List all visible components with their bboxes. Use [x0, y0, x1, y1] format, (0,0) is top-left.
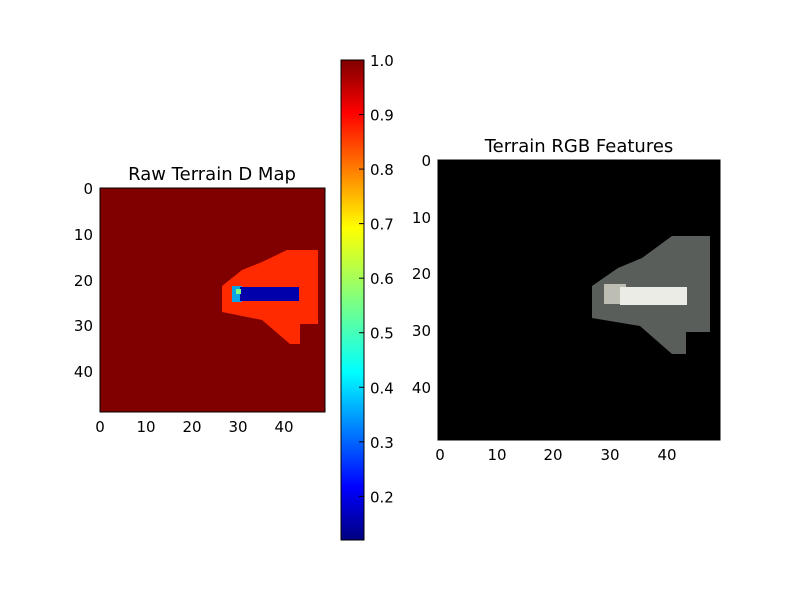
rgb-ytick-40: 40	[412, 379, 431, 397]
rgb-ytick-10: 10	[412, 209, 431, 227]
raw-ytick-30: 30	[74, 317, 93, 335]
colorbar-ticks: 0.2 0.3 0.4 0.5 0.6 0.7 0.8 0.9 1.0	[359, 52, 394, 506]
rgb-ytick-0: 0	[421, 152, 431, 170]
rgb-ytick-20: 20	[412, 265, 431, 283]
raw-ytick-20: 20	[74, 272, 93, 290]
rgb-map-xticks: 0 10 20 30 40	[435, 446, 676, 464]
raw-xtick-0: 0	[95, 418, 105, 436]
rgb-xtick-40: 40	[657, 446, 676, 464]
colorbar-tick-label: 0.3	[370, 434, 394, 452]
rgb-ytick-30: 30	[412, 322, 431, 340]
raw-ytick-10: 10	[74, 226, 93, 244]
rgb-map-frame	[437, 159, 721, 441]
raw-map-xticks: 0 10 20 30 40	[95, 418, 293, 436]
rgb-map-bar	[620, 287, 687, 305]
colorbar-tick-label: 0.8	[370, 161, 394, 179]
colorbar-tick-label: 0.4	[370, 379, 394, 397]
colorbar-tick-label: 0.6	[370, 270, 394, 288]
terrain-rgb-title: Terrain RGB Features	[484, 136, 674, 157]
colorbar-tick-label: 1.0	[370, 52, 394, 70]
raw-xtick-20: 20	[182, 418, 201, 436]
rgb-xtick-30: 30	[600, 446, 619, 464]
rgb-xtick-10: 10	[487, 446, 506, 464]
raw-map-bar-accent	[236, 289, 241, 294]
rgb-xtick-20: 20	[543, 446, 562, 464]
colorbar: 0.2 0.3 0.4 0.5 0.6 0.7 0.8 0.9 1.0	[340, 52, 394, 541]
raw-terrain-title: Raw Terrain D Map	[128, 164, 296, 185]
raw-terrain-map: Raw Terrain D Map 0 10 20 30 40 0 10 20 …	[74, 164, 326, 436]
raw-xtick-40: 40	[274, 418, 293, 436]
rgb-xtick-0: 0	[435, 446, 445, 464]
raw-xtick-30: 30	[228, 418, 247, 436]
raw-map-frame	[99, 187, 326, 413]
rgb-map-yticks: 0 10 20 30 40	[412, 152, 431, 397]
colorbar-tick-label: 0.9	[370, 107, 394, 125]
colorbar-tick-label: 0.2	[370, 488, 394, 506]
colorbar-tick-label: 0.5	[370, 325, 394, 343]
raw-map-yticks: 0 10 20 30 40	[74, 180, 93, 381]
terrain-rgb-map: Terrain RGB Features 0 10 20 30 40 0 10 …	[412, 136, 721, 464]
colorbar-tick-label: 0.7	[370, 216, 394, 234]
raw-ytick-40: 40	[74, 363, 93, 381]
raw-xtick-10: 10	[136, 418, 155, 436]
raw-map-bar	[240, 287, 299, 301]
colorbar-gradient	[340, 59, 365, 541]
raw-ytick-0: 0	[83, 180, 93, 198]
